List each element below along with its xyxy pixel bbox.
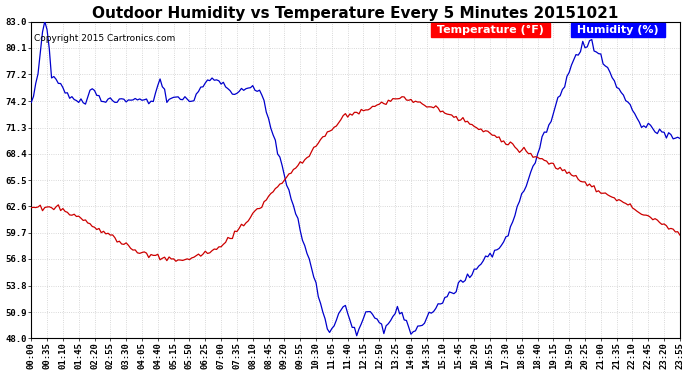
Text: Humidity (%): Humidity (%) [573,25,662,35]
Title: Outdoor Humidity vs Temperature Every 5 Minutes 20151021: Outdoor Humidity vs Temperature Every 5 … [92,6,619,21]
Text: Copyright 2015 Cartronics.com: Copyright 2015 Cartronics.com [34,34,176,44]
Text: Temperature (°F): Temperature (°F) [433,25,548,35]
